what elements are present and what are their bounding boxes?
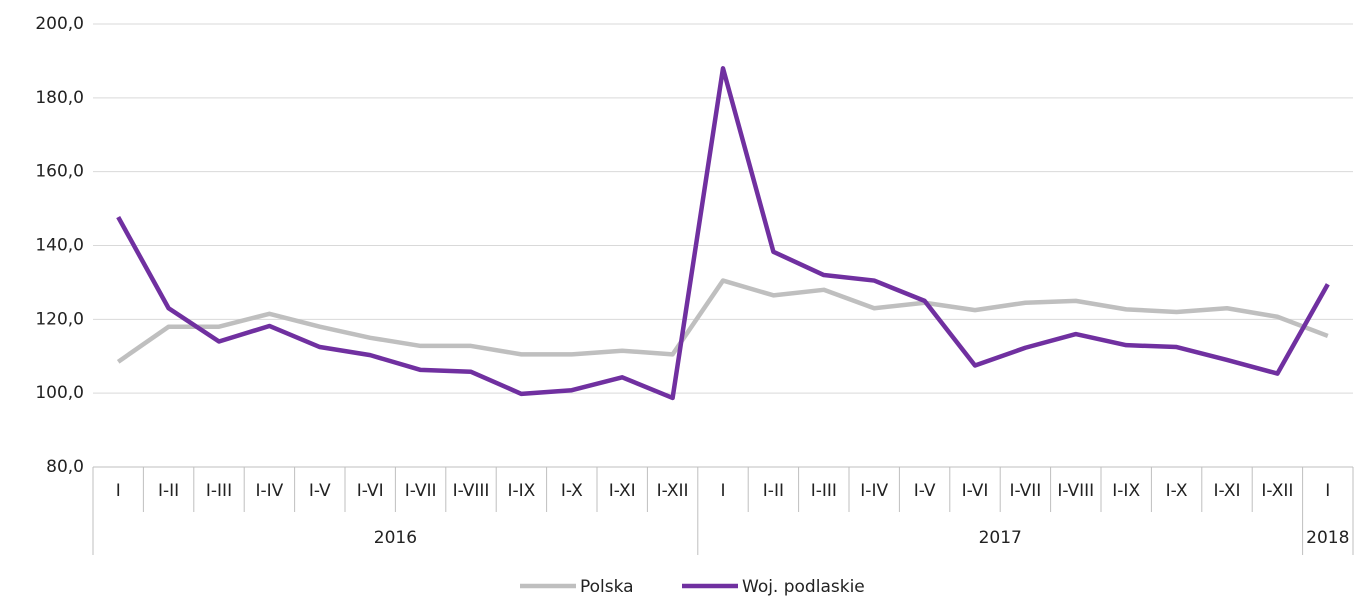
x-tick-label: I-IV [256,481,284,501]
y-tick-label: 160,0 [35,162,84,182]
year-label: 2017 [979,528,1022,548]
x-tick-label: I [1325,481,1330,501]
x-tick-label: I-VI [357,481,384,501]
x-tick-label: I-V [914,481,936,501]
x-tick-label: I-VII [405,481,437,501]
series-line [116,278,1329,364]
x-tick-label: I-V [309,481,331,501]
x-tick-label: I-IX [507,481,535,501]
x-tick-label: I-III [206,481,232,501]
y-tick-label: 80,0 [46,457,84,477]
y-tick-label: 200,0 [35,14,84,34]
x-tick-label: I-VI [962,481,989,501]
x-tick-label: I [116,481,121,501]
x-tick-label: I-IX [1112,481,1140,501]
x-tick-label: I-VIII [1057,481,1094,501]
x-tick-label: I-XI [609,481,636,501]
series-line [116,66,1330,401]
x-tick-label: I-II [158,481,179,501]
y-tick-label: 120,0 [35,309,84,329]
x-tick-label: I-IV [860,481,888,501]
x-tick-label: I-XI [1214,481,1241,501]
x-tick-label: I-X [561,481,583,501]
y-tick-label: 140,0 [35,236,84,256]
y-tick-label: 180,0 [35,88,84,108]
year-label: 2016 [374,528,417,548]
y-tick-label: 100,0 [35,383,84,403]
x-tick-label: I-II [763,481,784,501]
x-tick-label: I-XII [657,481,689,501]
x-tick-label: I-XII [1261,481,1293,501]
x-tick-label: I-VIII [453,481,490,501]
legend-label: Polska [580,577,634,597]
year-label: 2018 [1306,528,1349,548]
x-tick-label: I-VII [1009,481,1041,501]
x-tick-label: I-III [811,481,837,501]
x-tick-label: I [720,481,725,501]
x-tick-label: I-X [1166,481,1188,501]
legend-label: Woj. podlaskie [742,577,865,597]
